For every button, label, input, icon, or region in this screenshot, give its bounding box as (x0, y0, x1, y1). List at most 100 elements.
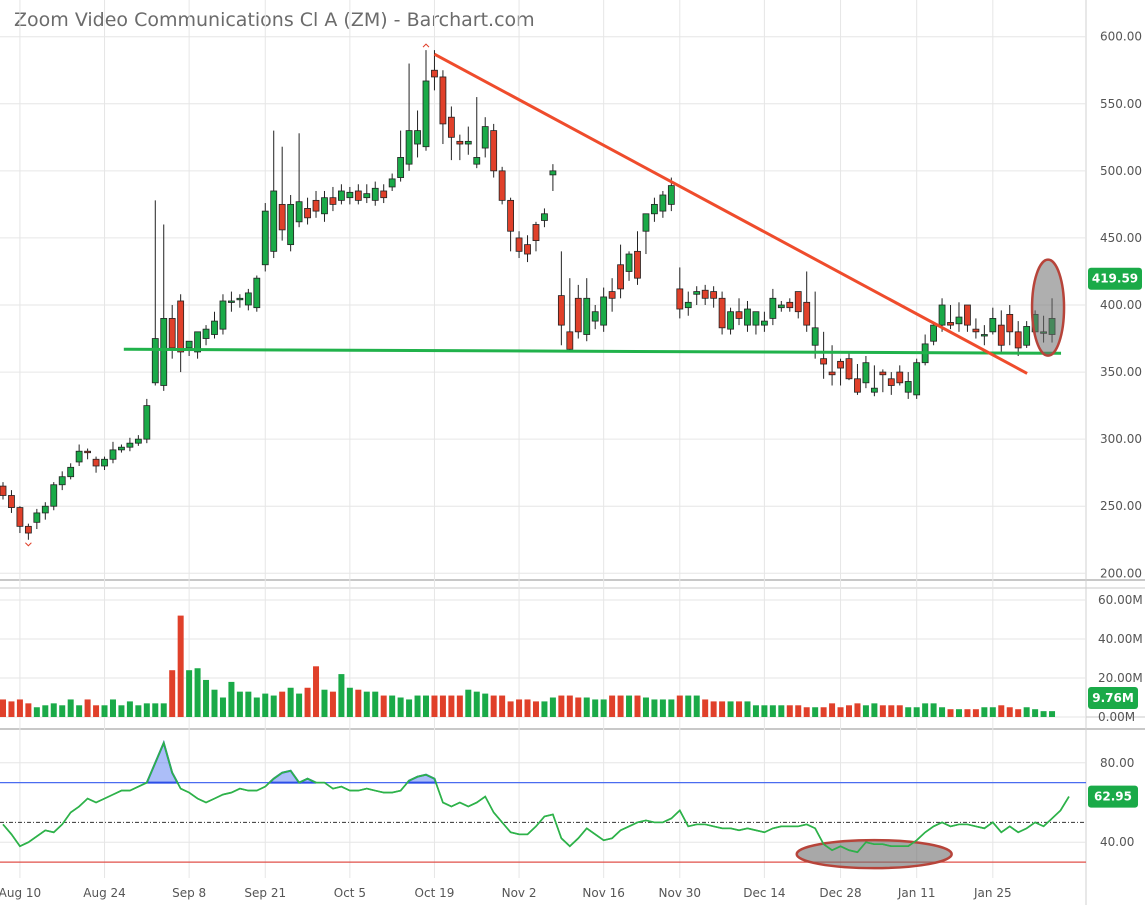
volume-bar (592, 699, 599, 717)
volume-bar (338, 674, 345, 717)
volume-bar (516, 699, 523, 717)
candle-body (1023, 326, 1031, 346)
candle-body (566, 331, 574, 350)
x-tick-label: Aug 10 (0, 886, 41, 900)
chart-title: Zoom Video Communications Cl A (ZM) - Ba… (14, 9, 535, 31)
volume-bar (439, 695, 446, 717)
volume-bar (296, 693, 303, 717)
volume-bar (482, 693, 489, 717)
candle-body (397, 157, 405, 178)
candle-body (473, 157, 481, 165)
candle-body (634, 250, 641, 279)
candle-body (168, 318, 176, 349)
candle-body (447, 116, 455, 138)
volume-bar (659, 699, 666, 717)
volume-bar (67, 699, 74, 717)
volume-bar (1049, 711, 1056, 717)
volume-bar (465, 689, 472, 717)
volume-bar (1015, 709, 1022, 717)
volume-bar (245, 691, 252, 717)
volume-bar (617, 695, 624, 717)
candle-body (219, 300, 227, 330)
candle-body (329, 197, 337, 205)
volume-bar (313, 666, 320, 717)
candle-body (837, 360, 844, 369)
volume-bar (0, 699, 6, 717)
volume-bar (600, 699, 607, 717)
volume-bar (211, 689, 218, 717)
volume-bar (25, 703, 32, 717)
volume-bar (431, 695, 438, 717)
volume-bar (702, 699, 709, 717)
candle-body (557, 295, 565, 326)
candle-body (1006, 313, 1014, 333)
candle-body (261, 210, 269, 266)
volume-bar (236, 691, 243, 717)
volume-bar (769, 705, 776, 717)
candle-body (287, 203, 295, 246)
volume-bar (862, 705, 869, 717)
volume-bar (930, 703, 937, 717)
volume-bar (355, 689, 362, 717)
candle-body (24, 525, 32, 534)
volume-bar (16, 699, 23, 717)
candle-body (151, 338, 159, 384)
volume-bar (228, 681, 235, 717)
last-rsi-badge-text: 62.95 (1094, 790, 1132, 804)
volume-bar (160, 703, 167, 717)
volume-tick-label: 20.00M (1098, 671, 1143, 685)
volume-bar (710, 701, 717, 717)
candle-body (524, 244, 531, 255)
candle-body (194, 331, 201, 353)
price-tick-label: 250.00 (1100, 499, 1142, 513)
volume-bar (219, 697, 226, 717)
volume-bar (262, 693, 269, 717)
volume-bar (651, 699, 658, 717)
candle-body (270, 190, 278, 252)
volume-bar (143, 703, 150, 717)
candle-body (811, 327, 819, 346)
volume-bar (270, 695, 277, 717)
candle-body (828, 371, 836, 376)
volume-bar (879, 705, 886, 717)
last-volume-badge (1088, 686, 1138, 709)
candle-body (574, 297, 582, 333)
candle-body (980, 334, 988, 337)
candle-body (710, 291, 718, 299)
candle-body (541, 213, 548, 221)
candle-body (101, 458, 108, 467)
rsi-line-overlay (2, 740, 1070, 854)
candle-body (346, 191, 354, 199)
volume-bar (778, 705, 785, 717)
candle-body (41, 505, 49, 514)
high-marker (422, 43, 430, 48)
volume-bar (406, 699, 413, 717)
candle-body (684, 301, 692, 309)
volume-bar (101, 705, 108, 717)
candle-body (591, 311, 599, 322)
volume-bar (532, 701, 539, 717)
candle-body (456, 140, 464, 145)
candle-body (862, 362, 870, 384)
volume-bar (287, 687, 294, 717)
volume-bar (922, 703, 929, 717)
volume-bar (668, 699, 675, 717)
candle-body (989, 318, 997, 333)
volume-bar (947, 709, 954, 717)
candle-body (118, 446, 125, 451)
candle-body (904, 381, 912, 393)
volume-bar (126, 701, 133, 717)
price-tick-label: 300.00 (1100, 432, 1142, 446)
candle-body (388, 178, 396, 188)
candle-body (913, 362, 921, 396)
volume-bar (397, 697, 404, 717)
volume-bar (93, 705, 100, 717)
volume-bars (0, 615, 1056, 717)
volume-bar (253, 697, 260, 717)
candle-body (786, 301, 794, 309)
volume-bar (42, 705, 49, 717)
candle-body (845, 358, 853, 380)
candle-body (75, 450, 83, 463)
candle-body (109, 449, 117, 460)
